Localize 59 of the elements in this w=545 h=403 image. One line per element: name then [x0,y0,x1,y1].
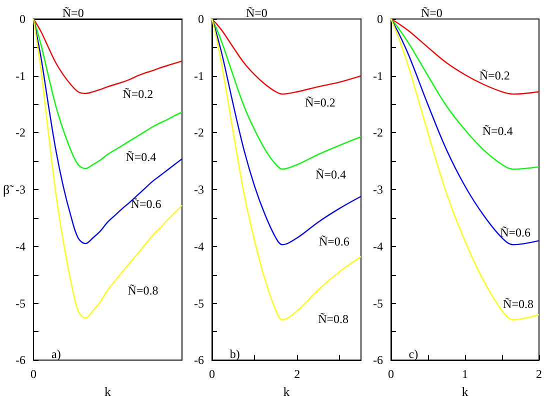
line-series [211,18,362,170]
y-tick-label: -2 [16,126,26,140]
x-tick-label: 0 [30,367,37,382]
y-tick-label: -5 [16,296,26,310]
y-tick-label: -2 [373,126,383,140]
y-tick-label: -6 [16,353,26,368]
annotation: Ñ=0 [246,6,268,20]
series-label: Ñ=0.2 [304,95,336,110]
y-tick-label: -4 [194,239,204,254]
line-series [32,18,183,244]
y-tick-label: -1 [194,68,204,83]
x-tick-label: 1 [462,367,468,382]
y-tick-label: -1 [373,68,383,83]
series-label: Ñ=0.4 [482,124,513,138]
x-axis-title: k [283,384,290,399]
line-series [390,18,540,95]
y-tick-label: -3 [373,182,383,197]
x-tick-label: 0 [209,367,215,382]
x-axis-title: k [104,384,112,399]
series-label: Ñ=0.6 [318,234,350,248]
y-tick-label: 0 [377,12,383,26]
series-label: Ñ=0.2 [479,68,510,82]
annotation: Ñ=0 [420,6,442,20]
line-series [390,18,540,246]
series-label: Ñ=0.8 [503,296,534,311]
y-tick-label: -6 [373,353,383,368]
series-label: Ñ=0.4 [316,168,346,182]
series-label: Ñ=0.8 [128,283,158,298]
line-series [32,18,183,319]
line-series [211,18,362,246]
series-label: Ñ=0.6 [500,226,531,240]
line-series [211,18,362,95]
annotation: Ñ=0 [62,6,84,20]
y-tick-label: 0 [20,12,26,26]
y-tick-label: -4 [373,239,383,254]
annotation: a) [52,346,61,361]
y-tick-label: -3 [16,182,26,197]
series-label: Ñ=0.4 [126,150,156,164]
annotation: c) [408,346,418,361]
y-tick-label: -1 [16,68,26,83]
y-tick-label: -5 [194,296,204,310]
y-tick-label: 0 [198,12,204,26]
x-tick-label: 0 [388,367,394,382]
x-tick-label: 2 [536,367,542,382]
y-tick-label: -2 [194,126,204,140]
y-tick-label: -3 [194,182,204,197]
line-series [32,18,183,170]
series-label: Ñ=0.6 [130,196,162,211]
y-axis-title: β̃ [2,182,15,198]
y-tick-label: -5 [373,296,383,310]
annotation: b) [230,346,240,361]
x-tick-label: 2 [294,367,300,382]
line-series [390,18,540,320]
series-label: Ñ=0.8 [318,312,349,326]
y-tick-label: -6 [194,353,204,368]
x-axis-title: k [462,384,469,399]
y-tick-label: -4 [16,239,26,254]
series-label: Ñ=0.2 [122,87,154,102]
line-series [390,18,540,170]
